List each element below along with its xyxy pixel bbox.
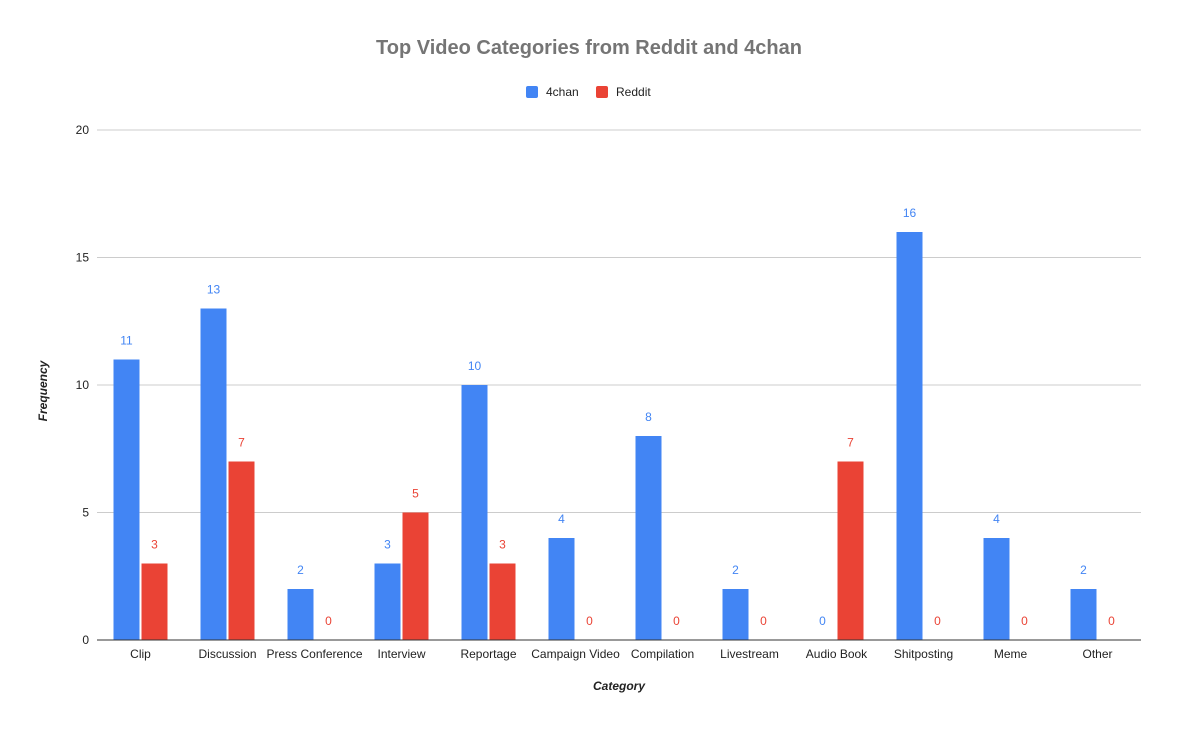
bar: [635, 436, 662, 640]
y-tick-label: 20: [76, 123, 90, 137]
bar: [896, 232, 923, 640]
x-tick-label: Discussion: [198, 647, 256, 661]
bar: [461, 385, 488, 640]
x-tick-label: Campaign Video: [531, 647, 620, 661]
data-labels: 11 3 13 7 2 0 3 5 10 3 4 0 8 0 2 0 0 7 16 0 4 0 2 0: [120, 206, 1115, 628]
data-label: 16: [903, 206, 917, 220]
y-axis-title: Frequency: [36, 359, 50, 421]
data-label: 0: [673, 614, 680, 628]
legend-swatch: [596, 86, 608, 98]
x-tick-label: Other: [1082, 647, 1112, 661]
x-tick-label: Livestream: [720, 647, 779, 661]
x-tick-label: Shitposting: [894, 647, 953, 661]
x-axis-ticks: Clip Discussion Press Conference Interview R…: [130, 647, 1112, 661]
bar: [722, 589, 749, 640]
data-label: 7: [238, 436, 245, 450]
data-label: 4: [993, 512, 1000, 526]
bar: [141, 563, 168, 640]
data-label: 2: [297, 563, 304, 577]
chart-title: Top Video Categories from Reddit and 4ch…: [376, 37, 802, 59]
data-label: 2: [1080, 563, 1087, 577]
x-axis-title: Category: [593, 679, 646, 693]
data-label: 0: [760, 614, 767, 628]
data-label: 7: [847, 436, 854, 450]
bar: [489, 563, 516, 640]
y-tick-label: 10: [76, 378, 90, 392]
data-label: 0: [325, 614, 332, 628]
y-tick-label: 15: [76, 251, 90, 265]
data-label: 3: [384, 538, 391, 552]
data-label: 11: [120, 334, 133, 348]
x-tick-label: Audio Book: [806, 647, 868, 661]
y-axis-ticks: 0 5 10 15 20: [76, 123, 90, 647]
legend-label: 4chan: [546, 85, 579, 99]
data-label: 5: [412, 487, 419, 501]
gridlines: [97, 129, 1141, 513]
data-label: 3: [499, 538, 506, 552]
data-label: 0: [1108, 614, 1115, 628]
x-tick-label: Interview: [377, 647, 425, 661]
data-label: 3: [151, 538, 158, 552]
bars: [113, 232, 1097, 640]
x-tick-label: Compilation: [631, 647, 694, 661]
x-tick-label: Reportage: [460, 647, 516, 661]
data-label: 13: [207, 283, 221, 297]
bar: [200, 308, 227, 640]
data-label: 0: [934, 614, 941, 628]
data-label: 2: [732, 563, 739, 577]
bar: [983, 538, 1010, 640]
bar: [113, 359, 140, 640]
legend: 4chan Reddit: [526, 85, 651, 99]
y-tick-label: 0: [82, 633, 89, 647]
data-label: 8: [645, 410, 652, 424]
data-label: 0: [819, 614, 826, 628]
legend-label: Reddit: [616, 85, 651, 99]
data-label: 10: [468, 359, 482, 373]
data-label: 4: [558, 512, 565, 526]
bar: [402, 512, 429, 640]
x-tick-label: Press Conference: [266, 647, 362, 661]
bar: [228, 461, 255, 640]
bar: [837, 461, 864, 640]
y-tick-label: 5: [82, 506, 89, 520]
bar: [1070, 589, 1097, 640]
data-label: 0: [586, 614, 593, 628]
data-label: 0: [1021, 614, 1028, 628]
bar: [287, 589, 314, 640]
x-tick-label: Meme: [994, 647, 1028, 661]
bar: [374, 563, 401, 640]
bar: [548, 538, 575, 640]
legend-swatch: [526, 86, 538, 98]
x-tick-label: Clip: [130, 647, 151, 661]
